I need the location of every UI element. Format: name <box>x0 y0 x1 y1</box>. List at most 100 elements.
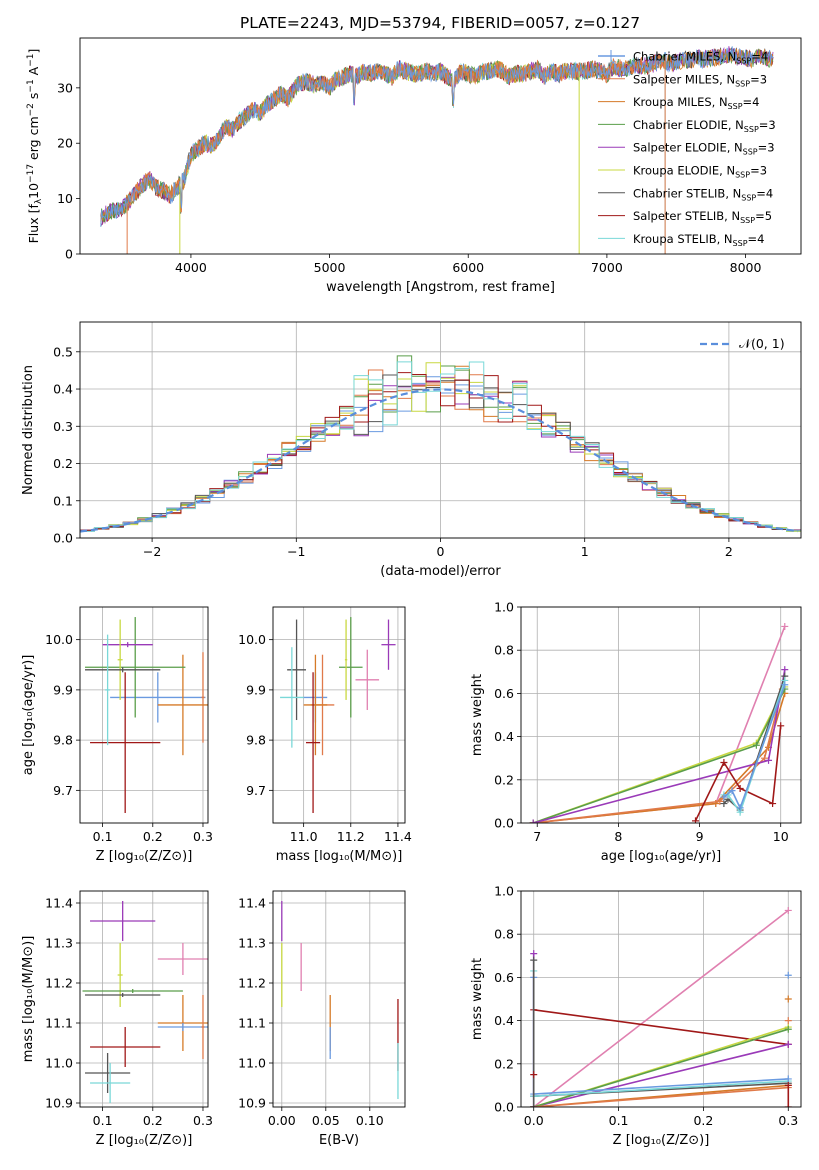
x-tick-label: 7000 <box>591 260 623 275</box>
x-tick-label: 11.4 <box>384 829 412 844</box>
x-tick-label: 10 <box>773 829 789 844</box>
weight-line-2 <box>533 688 784 823</box>
legend-tail: =4 <box>743 95 760 109</box>
legend-text: Kroupa ELODIE, N <box>633 164 735 178</box>
y-axis-label: mass weight <box>470 674 485 756</box>
x-tick-label: 6000 <box>452 260 484 275</box>
axes-frame <box>79 321 802 539</box>
y-tick-label: 20 <box>57 136 73 151</box>
x-axis-label: age [log₁₀(age/yr)] <box>601 849 722 864</box>
y-tick-label: 11.1 <box>238 1016 266 1031</box>
x-tick-label: 7 <box>533 829 541 844</box>
y-tick-label: 1.0 <box>494 600 514 615</box>
y-label-part: −2 <box>26 103 36 116</box>
legend-tail: =4 <box>756 186 773 200</box>
weight-marker <box>691 817 699 823</box>
weight-marker <box>784 1081 792 1089</box>
spectrum-axes: 4000 5000 6000 7000 8000 0 10 20 30 wavelength [A… <box>26 37 802 295</box>
y-tick-label: 0.2 <box>494 1056 514 1071</box>
legend-entry-6: Chabrier STELIB, NSSP=4 <box>633 186 773 202</box>
y-tick-label: 9.7 <box>246 783 266 798</box>
y-tick-label: 0.0 <box>494 1100 514 1115</box>
axes-frame <box>79 37 802 255</box>
y-tick-label: 11.3 <box>45 936 73 951</box>
weight-marker <box>720 793 728 801</box>
x-tick-label: 2 <box>725 544 733 559</box>
y-tick-label: 0.3 <box>53 419 73 434</box>
weight-marker <box>720 759 728 767</box>
y-label-part: A <box>26 66 41 79</box>
legend-tail: =3 <box>759 118 776 132</box>
y-tick-label: 11.2 <box>45 976 73 991</box>
age_Z-points <box>85 617 208 813</box>
legend-entry-7: Salpeter STELIB, NSSP=5 <box>633 209 772 225</box>
y-tick-label: 0.6 <box>494 970 514 985</box>
age_Z-axes: 0.1 0.2 0.3 9.7 9.8 9.9 10.0 Z [log₁₀(Z/Z⊙)] age… <box>21 606 213 864</box>
weight-marker <box>720 800 728 808</box>
legend-entry-1: Salpeter MILES, NSSP=3 <box>633 72 767 88</box>
legend-sub: SSP <box>743 148 758 157</box>
y-tick-label: 11.4 <box>238 896 266 911</box>
legend-tail: =3 <box>758 141 775 155</box>
weight_Z-lines <box>530 906 792 1107</box>
y-label-part: λ <box>34 198 44 204</box>
x-tick-label: 0.2 <box>143 1113 163 1128</box>
weight-line-1 <box>533 693 786 823</box>
x-tick-label: 1 <box>581 544 589 559</box>
x-tick-label: 0.3 <box>193 829 213 844</box>
y-tick-label: 0.0 <box>53 531 73 546</box>
legend-text: Kroupa STELIB, N <box>633 232 733 246</box>
y-tick-label: 0.4 <box>494 729 514 744</box>
histograms <box>80 355 801 533</box>
legend-text: Salpeter STELIB, N <box>633 209 740 223</box>
x-axis-label: mass [log₁₀(M/M⊙)] <box>276 849 403 864</box>
y-tick-label: 9.9 <box>53 682 73 697</box>
y-tick-label: 10 <box>57 191 73 206</box>
y-tick-label: 0 <box>65 247 73 262</box>
y-tick-label: 0.6 <box>494 686 514 701</box>
x-tick-label: 9 <box>696 829 704 844</box>
x-axis-label: Z [log₁₀(Z/Z⊙)] <box>613 1133 710 1148</box>
x-tick-label: 0.10 <box>356 1113 384 1128</box>
x-tick-label: 0.00 <box>268 1113 296 1128</box>
legend-entry-4: Salpeter ELODIE, NSSP=3 <box>633 141 775 157</box>
legend-text: Chabrier ELODIE, N <box>633 118 744 132</box>
y-label-part: −17 <box>26 164 36 183</box>
axes-frame <box>79 890 209 1108</box>
x-tick-label: 4000 <box>175 260 207 275</box>
y-tick-label: 10.9 <box>45 1096 73 1111</box>
y-label-part: −1 <box>26 54 36 67</box>
weight-line-6 <box>533 1086 789 1107</box>
axes-frame <box>272 890 406 1108</box>
y-tick-label: 0.0 <box>494 816 514 831</box>
legend-entry-5: Kroupa ELODIE, NSSP=3 <box>633 164 767 180</box>
weight-marker <box>784 906 792 914</box>
x-tick-label: 8 <box>614 829 622 844</box>
weight-marker <box>777 722 785 730</box>
weight-line-6 <box>694 725 782 822</box>
y-tick-label: 11.3 <box>238 936 266 951</box>
x-tick-label: 0.0 <box>524 1113 544 1128</box>
legend-entry-normal: 𝒩(0, 1) <box>739 336 785 351</box>
legend-text: Kroupa MILES, N <box>633 95 728 109</box>
y-tick-label: 0.8 <box>494 643 514 658</box>
legend-sub: SSP <box>740 216 755 225</box>
histogram-series-7 <box>80 372 801 531</box>
normal-curve <box>80 388 799 533</box>
axes-frame <box>520 606 802 824</box>
age_mass-points <box>280 617 396 813</box>
x-tick-label: 8000 <box>730 260 762 275</box>
weight-marker <box>784 1017 792 1025</box>
y-label-part: s <box>26 93 41 104</box>
spectrum-series-5 <box>179 60 580 210</box>
x-axis-label: wavelength [Angstrom, rest frame] <box>326 280 555 295</box>
weight-line-9 <box>723 684 786 810</box>
weight-marker <box>530 1071 538 1079</box>
weight-marker <box>784 1040 792 1048</box>
y-tick-label: 0.2 <box>494 772 514 787</box>
weight-marker <box>736 784 744 792</box>
mass_ebv-axes: 0.00 0.05 0.10 10.9 11.0 11.1 11.2 11.3 11.4 E(B-… <box>238 890 406 1148</box>
y-tick-label: 10.0 <box>238 632 266 647</box>
legend-sub: SSP <box>736 57 751 66</box>
